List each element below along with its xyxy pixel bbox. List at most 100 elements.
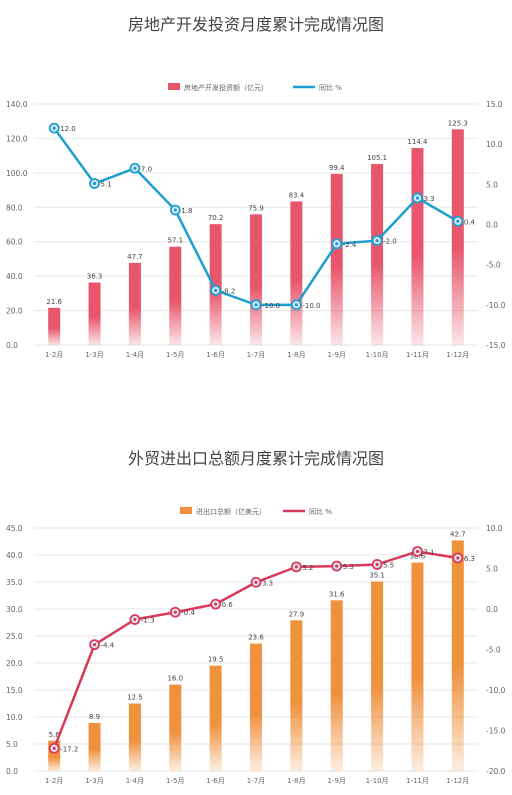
y-left-tick: 0.0 <box>6 341 18 350</box>
legend-bar-swatch <box>168 83 180 90</box>
y-left-tick: 30.0 <box>6 605 23 614</box>
y-left-tick: 45.0 <box>6 524 23 533</box>
line-point-center <box>456 219 460 223</box>
x-tick-label: 1-7月 <box>247 351 265 359</box>
y-right-tick: -10.0 <box>486 686 506 695</box>
bar <box>88 282 101 345</box>
y-right-tick: 10.0 <box>486 524 503 533</box>
bar-value-label: 23.6 <box>248 634 264 642</box>
line-point-center <box>456 556 460 560</box>
x-tick-label: 1-4月 <box>126 777 144 785</box>
line-point-center <box>92 643 97 647</box>
bar <box>330 600 343 771</box>
bar <box>209 665 222 771</box>
line-value-label: 5.5 <box>383 561 394 569</box>
y-left-tick: 60.0 <box>6 238 23 247</box>
line-point-center <box>52 746 56 750</box>
x-tick-label: 1-8月 <box>287 777 305 785</box>
x-tick-label: 1-9月 <box>328 351 346 359</box>
y-right-tick: -10.0 <box>486 301 506 310</box>
line-point-center <box>335 564 339 568</box>
bar <box>88 722 101 771</box>
x-tick-label: 1-2月 <box>45 777 63 785</box>
line-value-label: -17.2 <box>60 745 78 753</box>
y-right-tick: 15.0 <box>486 100 503 109</box>
x-tick-label: 1-12月 <box>446 351 469 359</box>
bar-value-label: 35.1 <box>369 571 385 579</box>
bar <box>48 307 61 345</box>
line-value-label: 1.8 <box>181 207 192 215</box>
bar <box>128 703 141 771</box>
bar-value-label: 47.7 <box>127 253 143 261</box>
bar <box>371 164 384 345</box>
y-right-tick: -20.0 <box>486 767 506 776</box>
y-right-tick: 5.0 <box>486 565 498 574</box>
line-point-center <box>173 610 177 614</box>
x-tick-label: 1-6月 <box>206 351 224 359</box>
y-left-tick: 5.0 <box>6 740 18 749</box>
y-left-tick: 15.0 <box>6 686 23 695</box>
legend-bar-label: 进出口总额（亿美元） <box>196 507 266 516</box>
bar-value-label: 57.1 <box>167 237 183 245</box>
line-value-label: 6.3 <box>464 555 475 563</box>
bar-value-label: 125.3 <box>448 119 468 127</box>
x-tick-label: 1-2月 <box>45 351 63 359</box>
y-left-tick: 120.0 <box>6 134 28 143</box>
bar-value-label: 8.9 <box>89 713 100 721</box>
chart-title: 房地产开发投资月度累计完成情况图 <box>128 15 384 34</box>
bar <box>290 201 303 345</box>
line-value-label: 7.0 <box>141 165 152 173</box>
bar-value-label: 5.6 <box>49 731 61 739</box>
bar <box>169 684 182 771</box>
y-left-tick: 40.0 <box>6 272 23 281</box>
y-right-tick: -5.0 <box>486 261 501 270</box>
line-point-center <box>52 126 56 130</box>
bar <box>411 148 424 345</box>
line-point-center <box>133 617 137 622</box>
line-value-label: -2.4 <box>343 241 357 249</box>
line-point-center <box>375 562 379 567</box>
bar-value-label: 83.4 <box>289 191 305 199</box>
chart-title: 外贸进出口总额月度累计完成情况图 <box>128 449 384 468</box>
line-point-center <box>92 181 97 186</box>
x-tick-label: 1-8月 <box>287 351 305 359</box>
x-tick-label: 1-12月 <box>446 777 469 785</box>
y-left-tick: 100.0 <box>6 169 28 178</box>
line-value-label: -2.0 <box>383 238 397 246</box>
line-point-center <box>415 196 420 200</box>
x-tick-label: 1-4月 <box>126 351 144 359</box>
bar-value-label: 75.9 <box>248 204 264 212</box>
y-right-tick: -15.0 <box>486 341 506 350</box>
line-point-center <box>173 208 177 212</box>
y-left-tick: 20.0 <box>6 659 23 668</box>
line-value-label: -10.0 <box>262 302 280 310</box>
y-left-tick: 40.0 <box>6 551 23 560</box>
bar <box>250 214 262 345</box>
legend-bar-swatch <box>180 507 192 514</box>
y-right-tick: -5.0 <box>486 646 501 655</box>
line-point-center <box>294 303 298 307</box>
bar <box>209 224 222 345</box>
y-left-tick: 80.0 <box>6 203 23 212</box>
x-tick-label: 1-11月 <box>406 777 429 785</box>
line-point-center <box>294 565 298 569</box>
line-value-label: -10.0 <box>302 302 320 310</box>
y-left-tick: 140.0 <box>6 100 28 109</box>
bar <box>250 643 262 771</box>
x-tick-label: 1-3月 <box>85 777 103 785</box>
x-tick-label: 1-10月 <box>366 351 389 359</box>
line-value-label: -8.2 <box>222 287 236 295</box>
x-tick-label: 1-5月 <box>166 351 184 359</box>
bar-value-label: 19.5 <box>208 656 224 664</box>
y-right-tick: 0.0 <box>486 605 498 614</box>
line-value-label: -4.4 <box>101 642 115 650</box>
bar-value-label: 12.5 <box>127 694 143 702</box>
bar-value-label: 36.3 <box>87 273 103 281</box>
bar <box>169 246 182 345</box>
bar-value-label: 31.6 <box>329 590 345 598</box>
line-value-label: 7.1 <box>423 548 434 556</box>
line-point-center <box>335 242 339 246</box>
bar-value-label: 70.2 <box>208 214 224 222</box>
x-tick-label: 1-11月 <box>406 351 429 359</box>
